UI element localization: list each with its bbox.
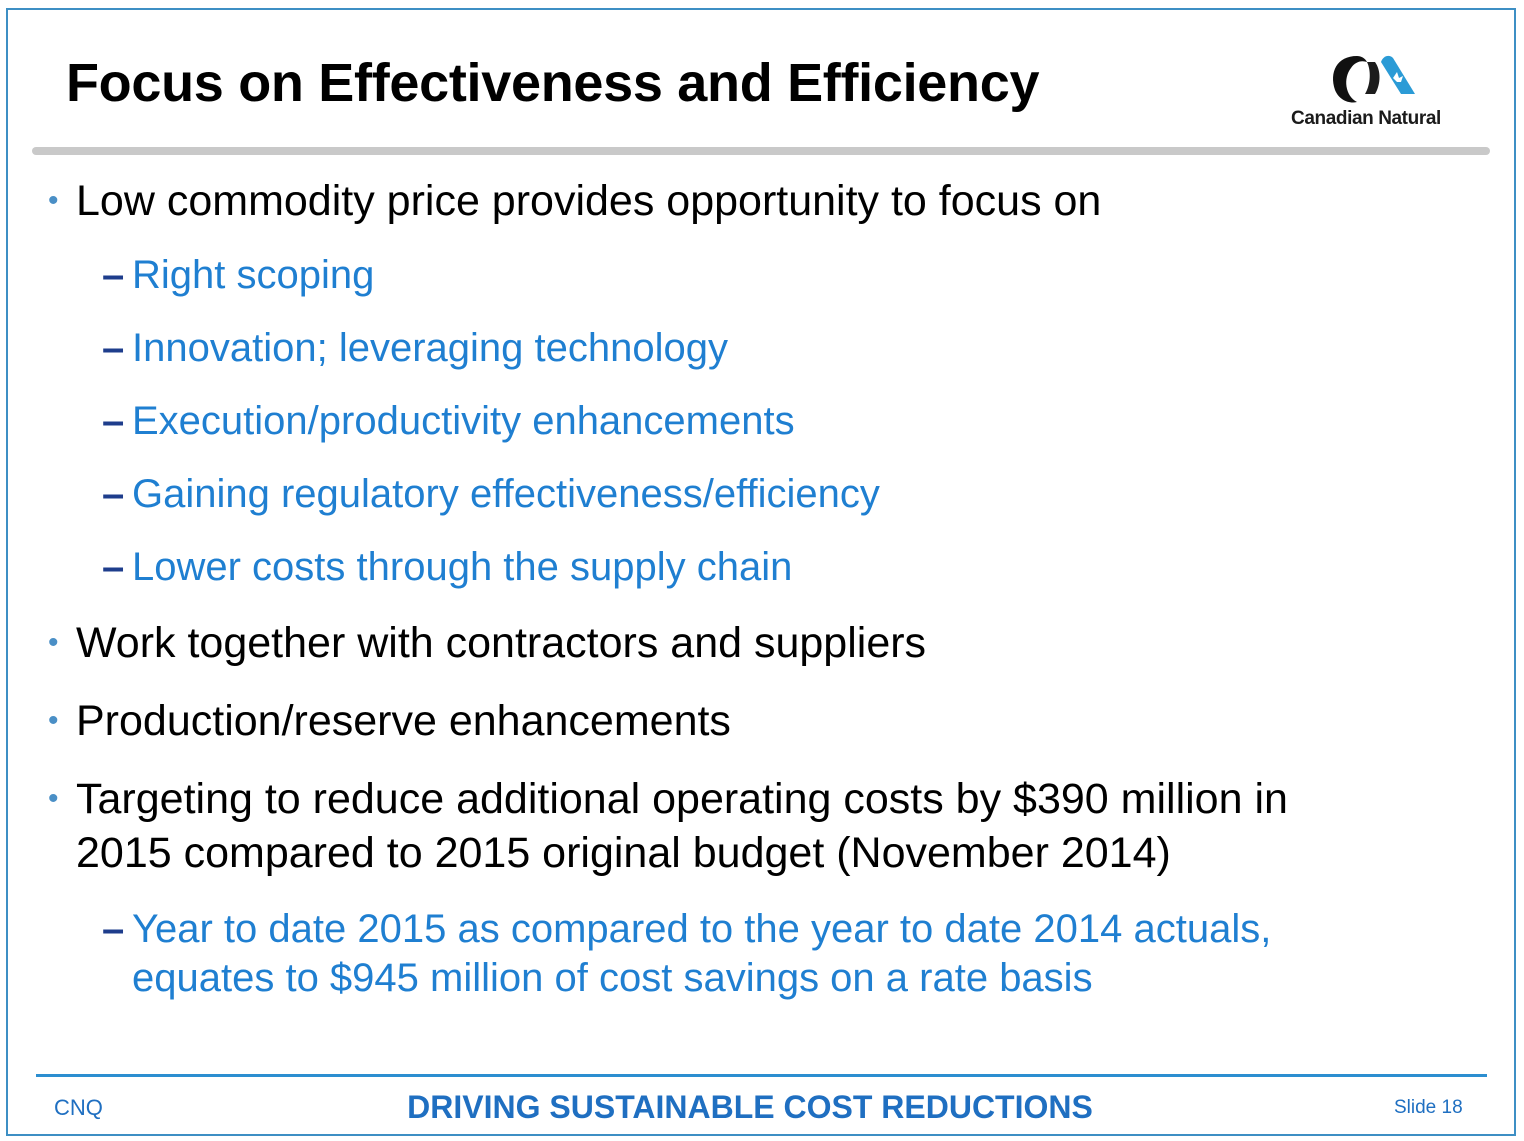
dash-icon: –	[102, 326, 125, 370]
sub-bullet-item: – Right scoping	[102, 251, 375, 300]
company-logo: Canadian Natural	[1287, 48, 1469, 132]
bullet-item: • Low commodity price provides opportuni…	[48, 174, 1102, 228]
sub-bullet-text: Year to date 2015 as compared to the yea…	[132, 907, 1272, 951]
dash-icon: –	[102, 907, 125, 951]
logo-icon	[1333, 55, 1415, 103]
dash-icon: –	[102, 472, 125, 516]
sub-bullet-item: – Lower costs through the supply chain	[102, 543, 793, 592]
footer-ticker: CNQ	[54, 1095, 103, 1120]
bullet-text: Low commodity price provides opportunity…	[76, 177, 1102, 225]
slide-number: Slide 18	[1394, 1097, 1463, 1118]
bullet-text: Production/reserve enhancements	[76, 697, 731, 745]
dash-icon: –	[102, 399, 125, 443]
sub-bullet-item: – Execution/productivity enhancements	[102, 397, 795, 446]
bullet-text: Targeting to reduce additional operating…	[76, 775, 1288, 823]
sub-bullet-text: Execution/productivity enhancements	[132, 399, 795, 443]
slide-frame	[6, 8, 1516, 1136]
footer-title: DRIVING SUSTAINABLE COST REDUCTIONS	[407, 1089, 1093, 1125]
bullet-icon: •	[48, 184, 59, 217]
sub-bullet-text: Lower costs through the supply chain	[132, 545, 793, 589]
logo-text: Canadian Natural	[1291, 108, 1441, 129]
sub-bullet-item: – Gaining regulatory effectiveness/effic…	[102, 470, 880, 519]
bullet-item: • Production/reserve enhancements	[48, 694, 731, 748]
title-divider	[32, 147, 1490, 155]
sub-bullet-item: – Innovation; leveraging technology	[102, 324, 728, 373]
sub-bullet-text: Innovation; leveraging technology	[132, 326, 728, 370]
sub-bullet-text: Right scoping	[132, 253, 375, 297]
bullet-icon: •	[48, 704, 59, 737]
dash-icon: –	[102, 253, 125, 297]
bullet-icon: •	[48, 782, 59, 815]
sub-bullet-text: Gaining regulatory effectiveness/efficie…	[132, 472, 880, 516]
dash-icon: –	[102, 545, 125, 589]
footer-divider	[36, 1074, 1487, 1077]
bullet-text-continued: 2015 compared to 2015 original budget (N…	[76, 826, 1171, 880]
sub-bullet-item: – Year to date 2015 as compared to the y…	[102, 905, 1272, 954]
bullet-text: 2015 compared to 2015 original budget (N…	[76, 829, 1171, 877]
sub-bullet-text: equates to $945 million of cost savings …	[132, 956, 1093, 1000]
slide-title: Focus on Effectiveness and Efficiency	[66, 53, 1040, 113]
bullet-item: • Work together with contractors and sup…	[48, 616, 927, 670]
bullet-item: • Targeting to reduce additional operati…	[48, 772, 1288, 826]
sub-bullet-text-continued: equates to $945 million of cost savings …	[132, 954, 1093, 1003]
bullet-text: Work together with contractors and suppl…	[76, 619, 927, 667]
bullet-icon: •	[48, 626, 59, 659]
